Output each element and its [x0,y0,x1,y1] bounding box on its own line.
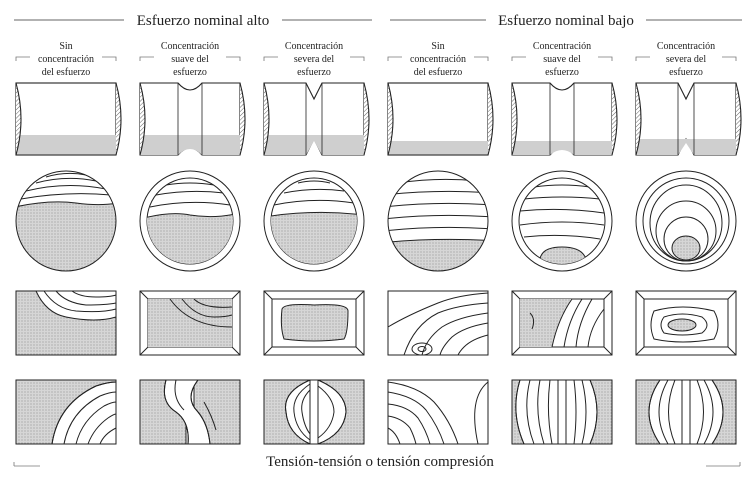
svg-text:severa del: severa del [294,54,334,65]
shaft-mild-groove [511,82,618,156]
svg-text:esfuerzo: esfuerzo [173,67,207,78]
row-circles [15,170,737,272]
svg-text:esfuerzo: esfuerzo [545,67,579,78]
column-header: Concentración severa del esfuerzo [635,41,737,78]
svg-text:del esfuerzo: del esfuerzo [414,67,463,78]
svg-text:Concentración: Concentración [161,41,219,52]
svg-text:concentración: concentración [410,54,466,65]
svg-text:Concentración: Concentración [285,41,343,52]
section-rect [387,290,489,356]
row-rect-b [15,379,737,445]
section-rect [139,290,241,356]
section-circle [263,170,365,272]
column-header: Sin concentración del esfuerzo [387,41,489,78]
section-circle [635,170,737,272]
group-header-low: Esfuerzo nominal bajo [390,13,742,29]
svg-text:Sin: Sin [59,41,72,52]
svg-text:concentración: concentración [38,54,94,65]
svg-text:esfuerzo: esfuerzo [297,67,331,78]
section-rect [635,290,737,356]
section-rect [635,379,737,445]
section-rect [511,379,613,445]
section-rect [139,379,241,445]
svg-text:Sin: Sin [431,41,444,52]
svg-text:suave del: suave del [543,54,581,65]
row-rect-a [15,290,737,356]
section-rect [263,379,365,445]
section-rect [263,290,365,356]
svg-text:suave del: suave del [171,54,209,65]
section-circle [139,170,241,272]
shaft-plain [15,82,122,156]
svg-text:del esfuerzo: del esfuerzo [42,67,91,78]
section-circle [387,170,489,272]
shaft-plain [387,82,494,156]
svg-text:esfuerzo: esfuerzo [669,67,703,78]
group-header-high: Esfuerzo nominal alto [14,13,372,29]
svg-text:Concentración: Concentración [657,41,715,52]
svg-text:severa del: severa del [666,54,706,65]
footer-text: Tensión-tensión o tensión compresión [266,454,494,470]
shaft-severe-notch [635,82,742,156]
section-rect [387,379,489,445]
group-title-high: Esfuerzo nominal alto [137,13,269,29]
svg-text:Concentración: Concentración [533,41,591,52]
column-header: Concentración severa del esfuerzo [263,41,365,78]
group-title-low: Esfuerzo nominal bajo [498,13,634,29]
section-rect [511,290,613,356]
column-header: Concentración suave del esfuerzo [139,41,241,78]
shaft-severe-notch [263,82,370,156]
footer-caption: Tensión-tensión o tensión compresión [13,454,741,470]
section-rect [15,290,117,356]
section-rect [15,379,117,445]
shaft-mild-groove [139,82,246,156]
column-header: Sin concentración del esfuerzo [15,41,117,78]
column-headers: Sin concentración del esfuerzo Concentra… [15,41,737,78]
row-shafts [15,82,742,156]
section-circle [511,170,613,272]
section-circle [15,170,117,272]
column-header: Concentración suave del esfuerzo [511,41,613,78]
